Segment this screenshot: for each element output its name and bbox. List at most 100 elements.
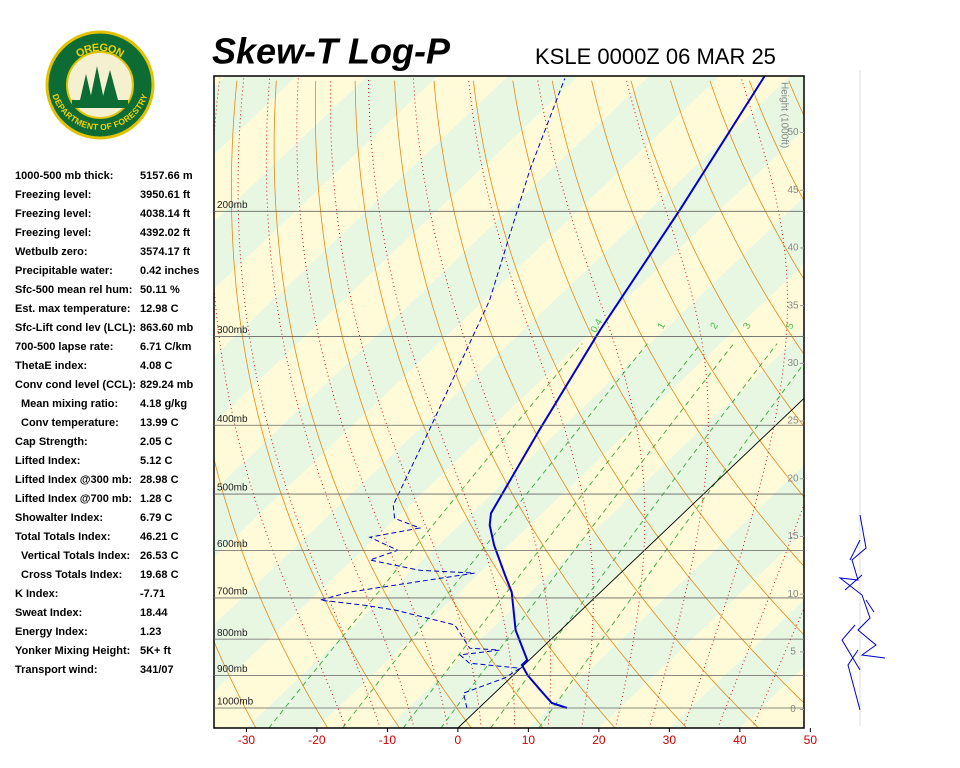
index-value: 5157.66 m xyxy=(140,170,193,182)
moist-adiabat xyxy=(237,78,381,728)
moist-adiabat xyxy=(412,78,552,728)
isotherm-band xyxy=(214,76,438,289)
pressure-label: 1000mb xyxy=(217,697,254,708)
pressure-label: 500mb xyxy=(217,483,248,494)
index-label: 700-500 lapse rate: xyxy=(15,341,113,353)
index-label: Cap Strength: xyxy=(15,436,88,448)
index-value: 5.12 C xyxy=(140,455,172,467)
index-label: Lifted Index @300 mb: xyxy=(15,474,132,486)
logo-top-text: OREGON xyxy=(74,42,126,61)
x-tick-label: 10 xyxy=(522,733,536,747)
pressure-label: 400mb xyxy=(217,414,248,425)
dry-adiabat xyxy=(551,80,804,567)
pressure-label: 200mb xyxy=(217,200,248,211)
mixing-ratio-line xyxy=(342,343,648,728)
moist-adiabat xyxy=(751,607,804,728)
index-label: Sweat Index: xyxy=(15,607,82,619)
moist-adiabat xyxy=(467,78,594,728)
index-label: K Index: xyxy=(15,588,58,600)
dry-adiabat xyxy=(946,81,960,728)
index-label: Yonker Mixing Height: xyxy=(15,645,130,657)
dry-adiabat xyxy=(591,80,804,498)
logo-top: OREGON xyxy=(74,42,126,61)
index-label: Freezing level: xyxy=(15,189,91,201)
mixing-ratio-line xyxy=(490,343,778,728)
index-label: Lifted Index @700 mb: xyxy=(15,493,132,505)
isotherm-band xyxy=(316,264,804,728)
dry-adiabat xyxy=(433,80,759,728)
index-value: 13.99 C xyxy=(140,417,179,429)
dry-adiabat xyxy=(214,640,257,728)
index-label: Transport wind: xyxy=(15,664,98,676)
dry-adiabat xyxy=(394,80,687,728)
dry-adiabat xyxy=(788,80,804,117)
index-label: Freezing level: xyxy=(15,227,91,239)
index-value: 829.24 mb xyxy=(140,379,193,391)
height-label: 25 xyxy=(787,416,799,427)
isotherm-band xyxy=(214,76,368,222)
dry-adiabat xyxy=(868,81,960,728)
pressure-label: 600mb xyxy=(217,539,248,550)
x-tick-label: -10 xyxy=(379,733,397,747)
index-label: Vertical Totals Index: xyxy=(21,550,130,562)
zero-isotherm xyxy=(457,397,804,728)
index-label: Sfc-Lift cond lev (LCL): xyxy=(15,322,136,334)
wind-barbs xyxy=(838,514,886,711)
index-label: 1000-500 mb thick: xyxy=(15,170,113,182)
mixing-ratio-label: 3 xyxy=(741,321,754,332)
index-value: 1.23 xyxy=(140,626,161,638)
x-tick-label: -20 xyxy=(308,733,326,747)
chart-subtitle: KSLE 0000Z 06 MAR 25 xyxy=(535,44,776,69)
isotherm-band xyxy=(739,666,804,728)
index-value: 6.71 C/km xyxy=(140,341,192,353)
isotherm-band xyxy=(214,129,804,728)
height-label: 0 xyxy=(790,704,796,715)
index-value: 341/07 xyxy=(140,664,174,676)
mixing-ratio-line xyxy=(440,343,735,728)
isotherm-band xyxy=(214,76,227,88)
index-label: Showalter Index: xyxy=(15,512,103,524)
height-label: 35 xyxy=(787,300,799,311)
temperature-profile xyxy=(488,76,766,709)
index-value: 4.08 C xyxy=(140,360,172,372)
chart-title: Skew-T Log-P xyxy=(212,31,451,72)
moist-adiabat xyxy=(367,78,516,728)
pressure-label: 700mb xyxy=(217,587,248,598)
index-value: 46.21 C xyxy=(140,531,179,543)
plot-data xyxy=(319,76,766,709)
isotherm-band xyxy=(214,76,790,625)
mixing-ratio-label: 1 xyxy=(656,321,669,332)
mixing-ratio-line xyxy=(402,343,702,728)
dry-adiabat xyxy=(828,81,960,728)
index-label: Est. max temperature: xyxy=(15,303,131,315)
height-axis-title: Height (1000ft) xyxy=(778,82,789,148)
mixing-ratio-label: 5 xyxy=(784,321,797,332)
isotherm-band xyxy=(598,532,804,728)
isotherm-band xyxy=(528,465,804,728)
height-label: 30 xyxy=(787,358,799,369)
index-value: 3574.17 ft xyxy=(140,246,190,258)
index-value: 2.05 C xyxy=(140,436,172,448)
height-label: 5 xyxy=(790,646,796,657)
index-label: Sfc-500 mean rel hum: xyxy=(15,284,132,296)
index-value: 12.98 C xyxy=(140,303,179,315)
moist-adiabat xyxy=(265,78,415,728)
index-value: 18.44 xyxy=(140,607,168,619)
index-value: 0.42 inches xyxy=(140,265,199,277)
index-value: 5K+ ft xyxy=(140,645,171,657)
dry-adiabat xyxy=(512,80,804,636)
index-label: Precipitable water: xyxy=(15,265,113,277)
index-label: Freezing level: xyxy=(15,208,91,220)
index-value: 4038.14 ft xyxy=(140,208,190,220)
index-value: 19.68 C xyxy=(140,569,179,581)
x-tick-label: 30 xyxy=(663,733,677,747)
pressure-label: 900mb xyxy=(217,664,248,675)
index-label: Total Totals Index: xyxy=(15,531,111,543)
isotherm-band xyxy=(214,76,804,692)
index-label: ThetaE index: xyxy=(15,360,87,372)
moist-adiabat xyxy=(682,78,788,728)
index-value: 863.60 mb xyxy=(140,322,193,334)
pressure-label: 300mb xyxy=(217,325,248,336)
isotherm-band xyxy=(810,76,960,728)
